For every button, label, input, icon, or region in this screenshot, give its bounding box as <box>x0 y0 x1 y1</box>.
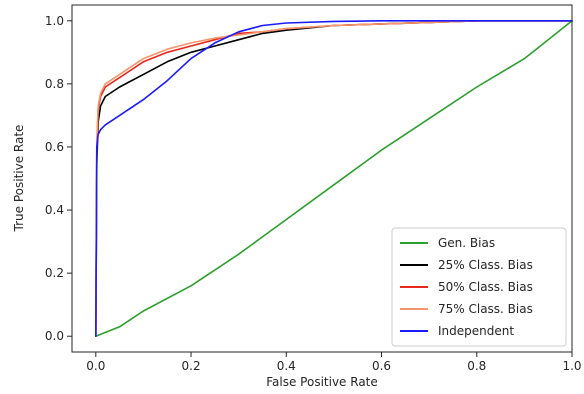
series-line-0 <box>95 19 573 338</box>
x-tick-label: 0.0 <box>86 359 105 373</box>
x-tick-label: 1.0 <box>562 359 581 373</box>
ticks-layer: 0.0 0.2 0.4 0.6 0.8 1.0 0.0 0.2 0.4 0.6 0.8 1.0 <box>45 14 582 373</box>
x-axis-label: False Positive Rate <box>266 375 378 389</box>
legend-label: Gen. Bias <box>438 236 495 250</box>
series-line-4 <box>95 19 573 338</box>
legend: Gen. Bias 25% Class. Bias 50% Class. Bias 7… <box>391 227 567 347</box>
y-tick-label: 1.0 <box>45 14 64 28</box>
series-line-3 <box>95 19 573 338</box>
y-tick-label: 0.2 <box>45 266 64 280</box>
y-tick-label: 0.0 <box>45 329 64 343</box>
legend-label: 25% Class. Bias <box>438 258 533 272</box>
legend-label: 50% Class. Bias <box>438 280 533 294</box>
x-tick-label: 0.2 <box>182 359 201 373</box>
series-layer <box>95 19 573 338</box>
legend-label: 75% Class. Bias <box>438 302 533 316</box>
y-tick-label: 0.6 <box>45 140 64 154</box>
y-axis-label: True Positive Rate <box>12 125 26 233</box>
y-tick-label: 0.8 <box>45 77 64 91</box>
legend-label: Independent <box>438 324 514 338</box>
legend-box <box>391 227 567 347</box>
x-tick-label: 0.6 <box>372 359 391 373</box>
x-tick-label: 0.8 <box>467 359 486 373</box>
x-tick-label: 0.4 <box>277 359 296 373</box>
plot-frame <box>71 4 573 353</box>
y-tick-label: 0.4 <box>45 203 64 217</box>
